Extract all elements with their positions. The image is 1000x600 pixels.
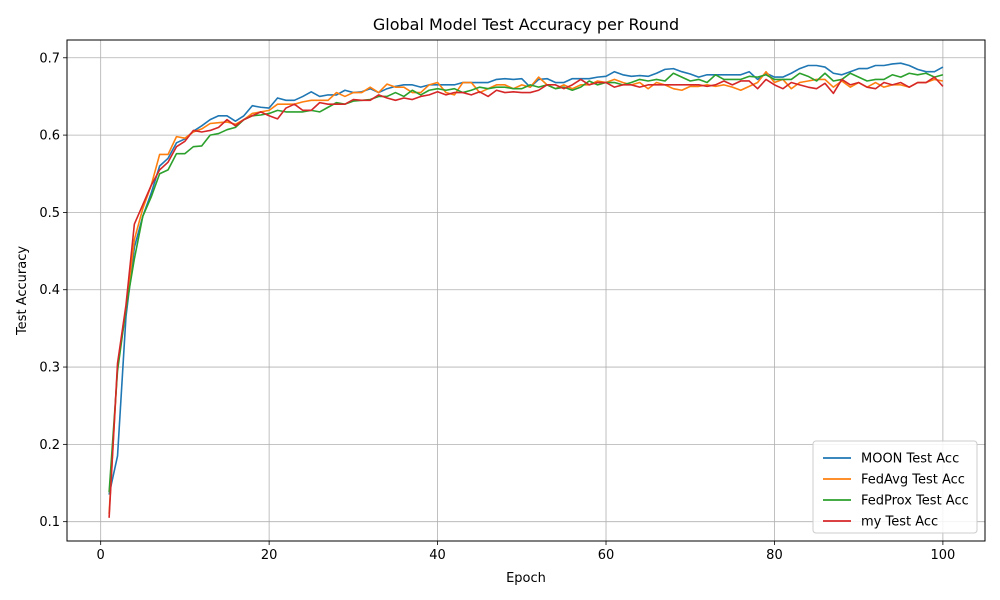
x-tick-label: 40 <box>429 548 446 563</box>
chart-title: Global Model Test Accuracy per Round <box>373 15 679 34</box>
x-tick-label: 100 <box>930 548 955 563</box>
legend-box <box>812 440 978 534</box>
x-axis-label: Epoch <box>506 571 546 586</box>
y-tick-label: 0.2 <box>39 438 60 453</box>
x-axis: 0 20 40 60 80 100 <box>97 541 955 563</box>
y-tick-label: 0.6 <box>39 129 60 144</box>
series-line-1 <box>108 62 944 495</box>
y-tick-label: 0.7 <box>39 51 60 66</box>
legend-entry-label: FedProx Test Acc <box>861 494 969 509</box>
x-tick-label: 80 <box>766 548 783 563</box>
x-tick-label: 0 <box>97 548 105 563</box>
legend-entry-label: FedAvg Test Acc <box>861 473 965 488</box>
y-tick-label: 0.3 <box>39 361 60 376</box>
series-layer <box>108 62 944 518</box>
legend-entry-label: my Test Acc <box>861 515 938 530</box>
plot-frame <box>66 39 986 542</box>
y-tick-label: 0.1 <box>39 515 60 530</box>
y-axis: 0.1 0.2 0.3 0.4 0.5 0.6 0.7 <box>39 51 67 530</box>
series-line-4 <box>108 76 944 518</box>
x-tick-label: 20 <box>261 548 278 563</box>
y-axis-label: Test Accuracy <box>15 246 30 336</box>
legend-entry-label: MOON Test Acc <box>861 452 959 467</box>
y-tick-label: 0.5 <box>39 206 60 221</box>
y-tick-label: 0.4 <box>39 283 60 298</box>
legend: MOON Test Acc FedAvg Test Acc FedProx Test… <box>812 440 978 534</box>
x-tick-label: 60 <box>598 548 615 563</box>
